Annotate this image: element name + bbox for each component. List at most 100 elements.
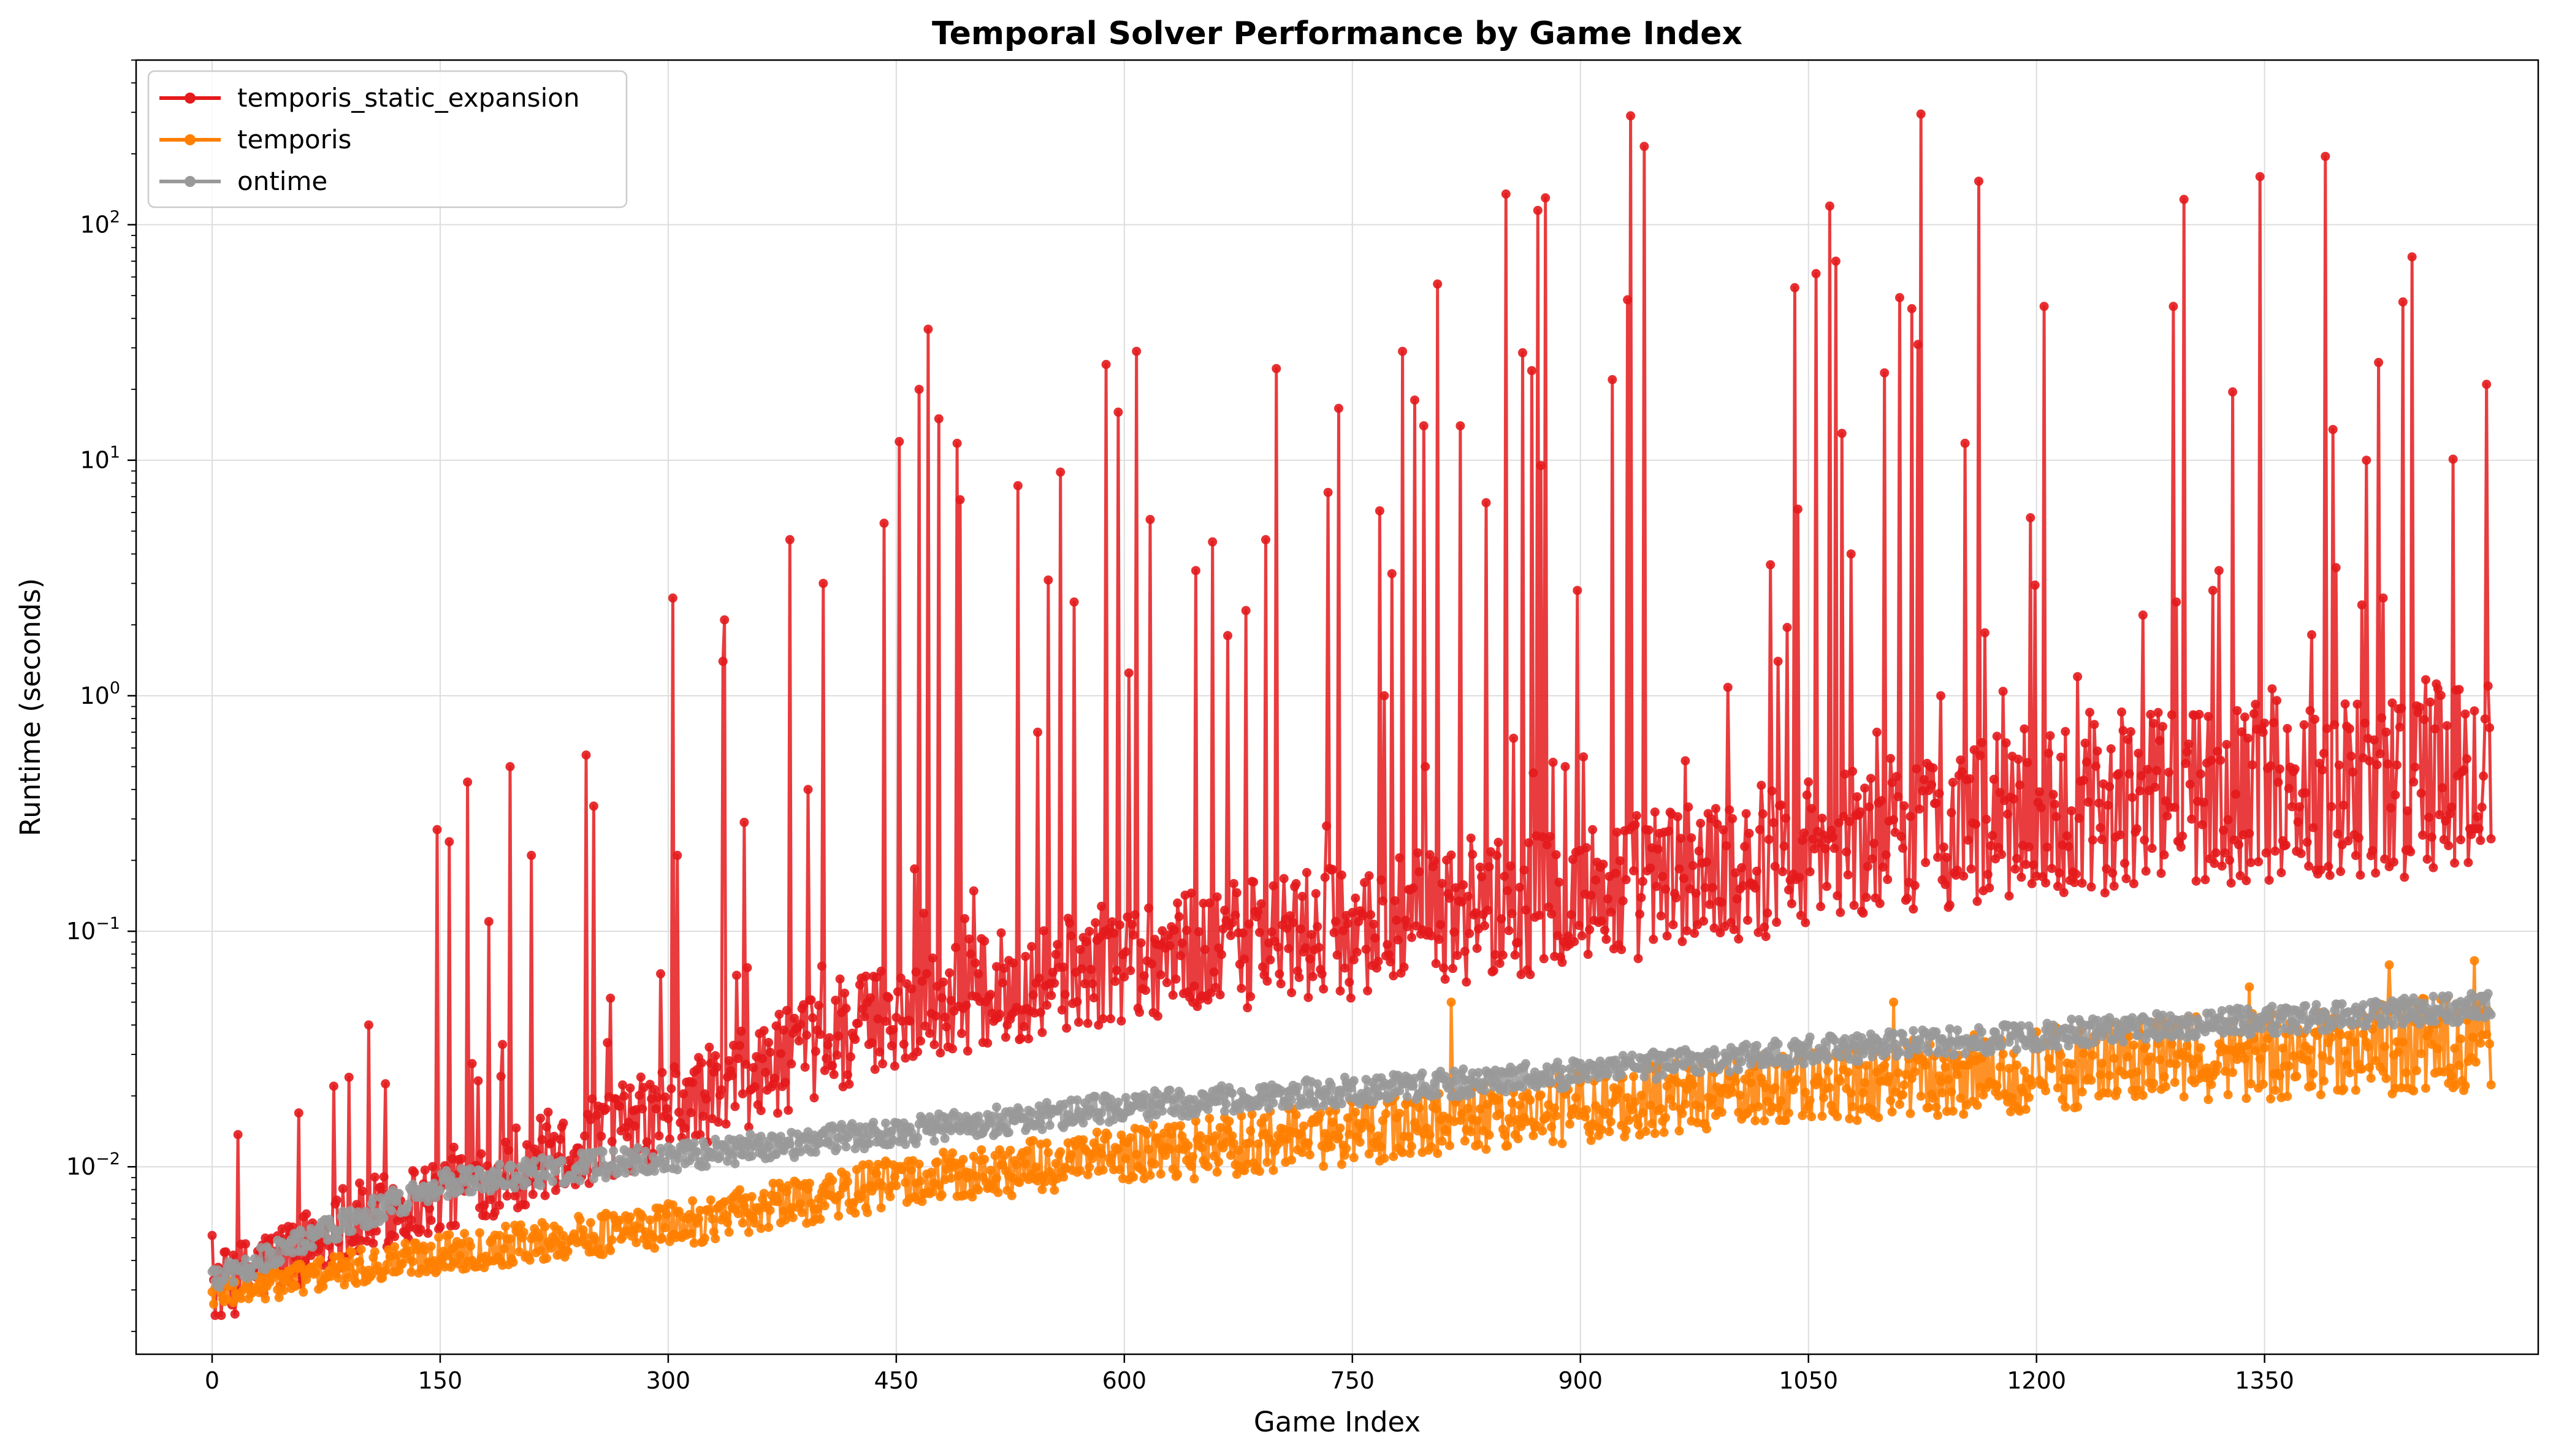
data-point (2454, 685, 2464, 695)
data-point (2235, 871, 2245, 880)
data-point (1361, 944, 1371, 954)
data-point (2307, 630, 2316, 639)
data-point (692, 1065, 702, 1075)
data-point (1395, 853, 1405, 863)
data-point (1241, 606, 1251, 616)
data-point (1297, 1148, 1307, 1157)
data-point (2299, 720, 2309, 730)
data-point (2258, 1079, 2268, 1089)
data-point (1132, 1149, 1142, 1159)
data-point (648, 1232, 658, 1242)
data-point (1015, 1106, 1024, 1116)
data-point (2486, 834, 2496, 844)
data-point (1042, 1138, 1051, 1148)
data-point (770, 1073, 779, 1083)
data-point (1145, 1170, 1155, 1180)
data-point (2222, 740, 2232, 749)
data-point (1585, 1127, 1595, 1137)
data-point (1995, 1062, 2005, 1072)
data-point (828, 1176, 837, 1185)
data-point (511, 1123, 521, 1133)
data-point (1373, 1131, 1383, 1141)
data-point (1699, 917, 1709, 926)
data-point (2270, 1086, 2280, 1095)
data-point (1449, 927, 1459, 937)
data-point (1735, 1091, 1745, 1100)
data-point (875, 1047, 885, 1057)
data-point (1684, 802, 1693, 812)
data-point (1433, 1148, 1443, 1158)
data-point (1293, 1082, 1302, 1092)
data-point (1940, 1062, 1950, 1072)
data-point (756, 1224, 766, 1233)
data-point (1009, 958, 1018, 968)
data-point (651, 1104, 661, 1114)
data-point (505, 762, 515, 771)
data-point (1091, 918, 1101, 928)
data-point (1089, 1138, 1099, 1148)
data-point (2088, 1050, 2097, 1060)
data-point (2232, 706, 2242, 715)
data-point (680, 1123, 690, 1133)
data-point (1796, 910, 1806, 920)
legend-label: temporis_static_expansion (237, 83, 580, 113)
data-point (1078, 1118, 1088, 1128)
data-point (1819, 1093, 1828, 1102)
data-point (2135, 786, 2145, 796)
data-point (1769, 818, 1779, 828)
data-point (481, 1211, 490, 1221)
data-point (2132, 824, 2142, 834)
data-point (2007, 1093, 2017, 1102)
data-point (2328, 425, 2338, 435)
data-point (1899, 801, 1909, 810)
data-point (2470, 706, 2479, 716)
data-point (660, 1223, 670, 1233)
data-point (2172, 597, 2181, 607)
data-point (928, 953, 937, 963)
data-point (1176, 951, 1186, 961)
data-point (1861, 1061, 1871, 1070)
data-point (2200, 875, 2210, 885)
data-point (800, 1062, 810, 1072)
data-point (765, 1048, 775, 1057)
data-point (1182, 926, 1191, 936)
data-point (1124, 668, 1134, 678)
data-point (1916, 109, 1926, 119)
data-point (1267, 927, 1276, 937)
data-point (1770, 1083, 1780, 1092)
data-point (1989, 774, 1999, 784)
data-point (1833, 1112, 1842, 1121)
data-point (2398, 1037, 2408, 1047)
data-point (1729, 924, 1739, 934)
data-point (1211, 1131, 1221, 1141)
data-point (1696, 1102, 1706, 1112)
data-point (1136, 938, 1146, 948)
data-point (1726, 918, 1736, 928)
data-point (1776, 1096, 1786, 1105)
data-point (2380, 1042, 2389, 1051)
data-point (730, 1102, 740, 1111)
data-point (444, 1230, 454, 1240)
data-point (689, 1238, 699, 1248)
data-point (686, 1229, 696, 1238)
data-point (1366, 910, 1376, 920)
data-point (1040, 1177, 1050, 1187)
data-point (2169, 302, 2178, 311)
data-point (1373, 956, 1383, 966)
chart-title: Temporal Solver Performance by Game Inde… (932, 15, 1742, 52)
data-point (1807, 804, 1817, 814)
data-point (720, 615, 730, 625)
data-point (2210, 858, 2219, 868)
data-point (1305, 1150, 1314, 1160)
data-point (1960, 1049, 1970, 1059)
data-point (279, 1286, 288, 1295)
data-point (1490, 950, 1500, 959)
data-point (2203, 712, 2213, 722)
data-point (2339, 801, 2349, 810)
data-point (2047, 864, 2056, 874)
data-point (2482, 1030, 2492, 1040)
data-point (2092, 746, 2102, 756)
data-point (525, 1256, 535, 1265)
data-point (1417, 1068, 1427, 1078)
data-point (1708, 1094, 1717, 1104)
